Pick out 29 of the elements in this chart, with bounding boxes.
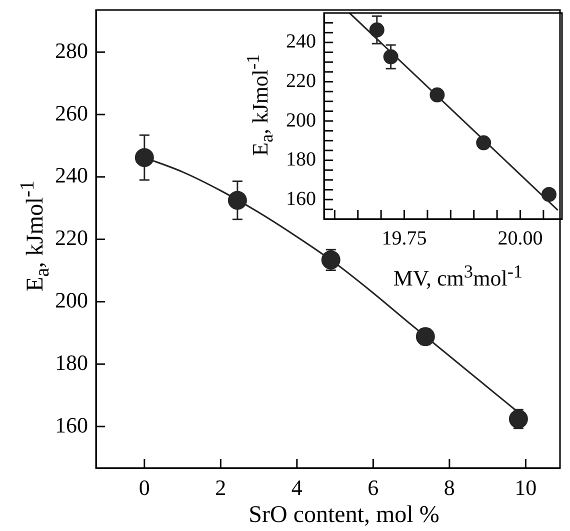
y-tick-label: 200 <box>286 109 316 132</box>
x-tick-label: 8 <box>444 474 455 500</box>
point <box>228 190 247 210</box>
point <box>416 327 435 346</box>
y-tick-label: 260 <box>55 100 88 126</box>
x-tick-label: 2 <box>215 474 226 500</box>
y-tick-label: 180 <box>286 148 316 171</box>
x-tick-label: 20.00 <box>498 227 543 250</box>
point <box>430 87 445 102</box>
x-tick-label: 6 <box>368 474 379 500</box>
y-tick-label: 160 <box>55 412 88 438</box>
y-tick-label: 180 <box>55 350 88 375</box>
x-tick-label: 4 <box>291 474 302 500</box>
y-tick-label: 280 <box>55 38 88 63</box>
y-tick-label: 240 <box>286 30 316 53</box>
y-tick-label: 220 <box>55 225 88 250</box>
y-tick-label: 200 <box>55 287 88 312</box>
y-tick-label: 240 <box>55 162 88 188</box>
x-axis-title: MV, cm$^{3}$mol$^{-1}$ <box>393 261 523 291</box>
x-tick-label: 0 <box>138 474 150 500</box>
y-tick-label: 160 <box>286 188 316 210</box>
point <box>476 135 492 150</box>
x-tick-label: 10 <box>514 474 537 500</box>
point <box>134 148 154 168</box>
point <box>321 250 340 270</box>
x-axis-title: SrO content, mol % <box>248 502 440 528</box>
x-tick-label: 19.75 <box>382 227 427 250</box>
point <box>542 186 557 202</box>
y-tick-label: 220 <box>286 70 316 92</box>
